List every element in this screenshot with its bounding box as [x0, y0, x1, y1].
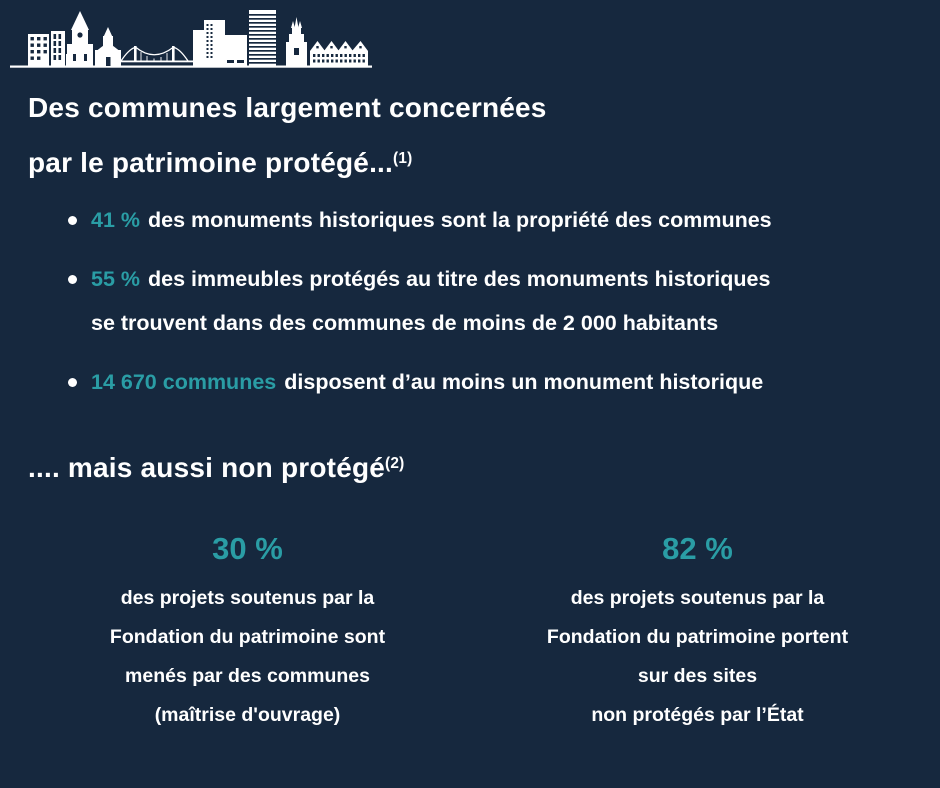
stat-caption-line: sur des sites	[637, 665, 758, 687]
stat-value: 30 %	[212, 531, 283, 566]
stat-block-communes: 30 % des projets soutenus par la Fondati…	[60, 528, 435, 735]
bullet-text: 55 % des immeubles protégés au titre des …	[91, 267, 771, 335]
bullet-dot	[68, 216, 77, 225]
list-item: 14 670 communes disposent d’au moins un m…	[68, 360, 772, 404]
stat-caption-line: des projets soutenus par la	[570, 587, 825, 609]
bullet-dot	[68, 378, 77, 387]
page-title-line2: par le patrimoine protégé...(1)	[28, 147, 413, 178]
stat-caption-line: Fondation du patrimoine sont	[109, 626, 386, 648]
footnote-ref-1: (1)	[393, 149, 413, 167]
stat-highlight: 55 %	[91, 267, 141, 291]
stat-block-sites: 82 % des projets soutenus par la Fondati…	[505, 528, 890, 735]
stat-caption-line: non protégés par l’État	[591, 704, 804, 726]
bullet-text: 14 670 communes disposent d’au moins un m…	[91, 370, 764, 394]
stat-caption-line: (maîtrise d'ouvrage)	[154, 704, 341, 726]
bullet-dot	[68, 275, 77, 284]
footnote-ref-2: (2)	[385, 454, 405, 472]
stat-caption-line: des projets soutenus par la	[120, 587, 375, 609]
stat-highlight: 41 %	[91, 208, 141, 232]
stat-caption-line: Fondation du patrimoine portent	[546, 626, 849, 648]
stat-caption-line: menés par des communes	[125, 665, 370, 687]
city-skyline-icon	[10, 4, 375, 77]
protected-stats-list: 41 % des monuments historiques sont la pr…	[68, 198, 772, 419]
page-title-line1: Des communes largement concernées	[28, 92, 547, 123]
section-heading-unprotected: .... mais aussi non protégé(2)	[28, 452, 405, 483]
list-item: 55 % des immeubles protégés au titre des …	[68, 257, 772, 345]
page-title: Des communes largement concernées par le…	[28, 80, 547, 195]
stat-highlight: 14 670 communes	[91, 370, 277, 394]
stat-value: 82 %	[662, 531, 733, 566]
bullet-text: 41 % des monuments historiques sont la pr…	[91, 208, 772, 232]
list-item: 41 % des monuments historiques sont la pr…	[68, 198, 772, 242]
